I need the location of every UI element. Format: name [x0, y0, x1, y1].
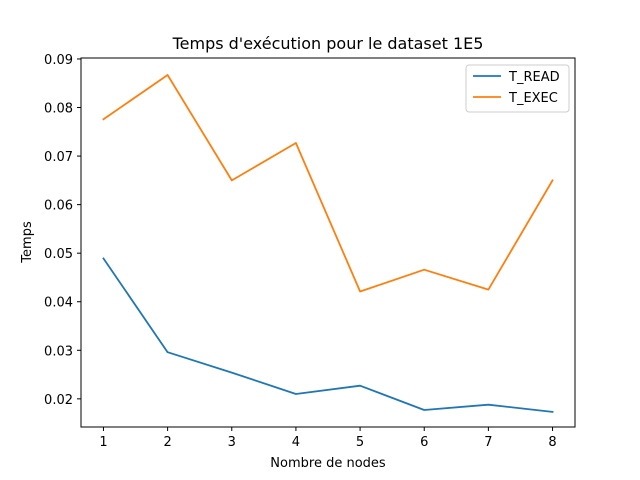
plot-area-frame — [80, 57, 576, 428]
series-line-t-read — [102, 257, 554, 413]
x-tick-label: 4 — [292, 435, 300, 450]
x-axis-label: Nombre de nodes — [270, 456, 386, 471]
x-tick-label: 5 — [356, 435, 364, 450]
x-tick-label: 8 — [548, 435, 556, 450]
y-tick-label: 0.03 — [44, 344, 73, 359]
legend-label: T_EXEC — [508, 91, 558, 106]
series-line-t-exec — [102, 74, 554, 293]
x-tick-label: 2 — [163, 435, 171, 450]
x-axis: 1 2 3 4 5 6 7 8 — [99, 427, 557, 450]
y-tick-label: 0.08 — [44, 102, 73, 117]
legend: T_READ T_EXEC — [465, 64, 570, 113]
x-tick-label: 3 — [228, 435, 236, 450]
y-tick-label: 0.09 — [44, 53, 73, 68]
y-tick-label: 0.02 — [44, 393, 73, 408]
y-axis-label: Temps — [20, 221, 35, 264]
y-axis: 0.02 0.03 0.04 0.05 0.06 0.07 0.08 0.09 — [44, 53, 81, 408]
x-tick-label: 7 — [484, 435, 492, 450]
x-tick-label: 6 — [420, 435, 428, 450]
series-layer — [102, 74, 554, 413]
y-tick-label: 0.05 — [44, 247, 73, 262]
x-tick-label: 1 — [99, 435, 107, 450]
chart-title: Temps d'exécution pour le dataset 1E5 — [172, 34, 484, 53]
y-tick-label: 0.07 — [44, 150, 73, 165]
y-tick-label: 0.04 — [44, 296, 73, 311]
legend-label: T_READ — [508, 70, 560, 85]
y-tick-label: 0.06 — [44, 199, 73, 214]
